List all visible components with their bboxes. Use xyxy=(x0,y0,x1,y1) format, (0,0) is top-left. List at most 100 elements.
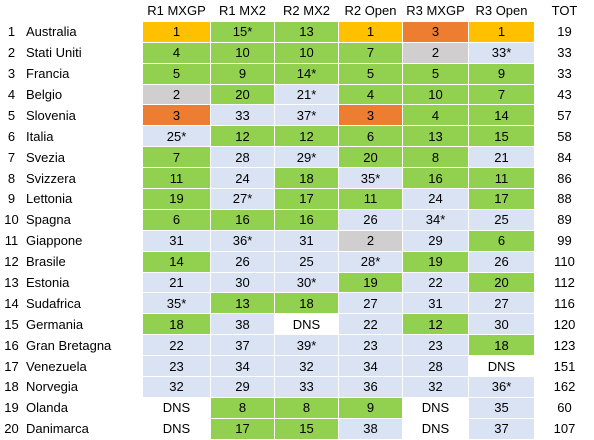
row-rank: 7 xyxy=(1,147,23,168)
score-cell-r2-open: 38 xyxy=(339,418,403,439)
total-cell: 33 xyxy=(535,63,594,84)
total-cell: 86 xyxy=(535,168,594,189)
row-rank: 20 xyxy=(1,418,23,439)
score-cell-r2-mx2: 21* xyxy=(275,84,339,105)
total-cell: 110 xyxy=(535,251,594,272)
header-total: TOT xyxy=(535,1,594,22)
score-cell-r1-mx2: 15* xyxy=(211,21,275,42)
score-cell-r1-mxgp: 4 xyxy=(143,42,211,63)
score-cell-r1-mxgp: 21 xyxy=(143,272,211,293)
score-cell-r2-mx2: 16 xyxy=(275,209,339,230)
country-name: Australia xyxy=(23,21,143,42)
total-cell: 33 xyxy=(535,42,594,63)
score-cell-r2-open: 36 xyxy=(339,377,403,398)
score-cell-r3-open: 14 xyxy=(469,105,535,126)
country-name: Italia xyxy=(23,126,143,147)
score-cell-r3-mxgp: 34* xyxy=(403,209,469,230)
score-cell-r2-mx2: 17 xyxy=(275,189,339,210)
row-rank: 19 xyxy=(1,397,23,418)
score-cell-r3-mxgp: 24 xyxy=(403,189,469,210)
score-cell-r1-mx2: 8 xyxy=(211,397,275,418)
country-name: Venezuela xyxy=(23,356,143,377)
score-cell-r1-mx2: 28 xyxy=(211,147,275,168)
score-cell-r2-mx2: 33 xyxy=(275,377,339,398)
score-cell-r1-mxgp: 3 xyxy=(143,105,211,126)
country-name: Spagna xyxy=(23,209,143,230)
score-cell-r3-mxgp: 31 xyxy=(403,293,469,314)
total-cell: 99 xyxy=(535,230,594,251)
score-cell-r3-mxgp: 22 xyxy=(403,272,469,293)
row-rank: 15 xyxy=(1,314,23,335)
score-cell-r3-mxgp: 12 xyxy=(403,314,469,335)
country-name: Olanda xyxy=(23,397,143,418)
total-cell: 112 xyxy=(535,272,594,293)
score-cell-r1-mxgp: 32 xyxy=(143,377,211,398)
score-cell-r3-open: 6 xyxy=(469,230,535,251)
row-rank: 9 xyxy=(1,189,23,210)
score-cell-r2-open: 4 xyxy=(339,84,403,105)
score-cell-r2-open: 9 xyxy=(339,397,403,418)
score-cell-r1-mxgp: 5 xyxy=(143,63,211,84)
score-cell-r3-mxgp: DNS xyxy=(403,418,469,439)
row-rank: 1 xyxy=(1,21,23,42)
score-cell-r1-mx2: 38 xyxy=(211,314,275,335)
score-cell-r3-open: 11 xyxy=(469,168,535,189)
score-cell-r1-mx2: 10 xyxy=(211,42,275,63)
score-cell-r1-mx2: 27* xyxy=(211,189,275,210)
score-cell-r3-open: DNS xyxy=(469,356,535,377)
country-name: Slovenia xyxy=(23,105,143,126)
score-cell-r1-mxgp: 6 xyxy=(143,209,211,230)
total-cell: 19 xyxy=(535,21,594,42)
score-cell-r3-mxgp: 32 xyxy=(403,377,469,398)
header-r2-mx2: R2 MX2 xyxy=(275,1,339,22)
score-cell-r2-mx2: 15 xyxy=(275,418,339,439)
score-cell-r1-mx2: 20 xyxy=(211,84,275,105)
score-cell-r1-mxgp: 1 xyxy=(143,21,211,42)
score-cell-r3-open: 27 xyxy=(469,293,535,314)
score-cell-r1-mxgp: 7 xyxy=(143,147,211,168)
score-cell-r2-open: 2 xyxy=(339,230,403,251)
score-cell-r3-open: 9 xyxy=(469,63,535,84)
score-cell-r2-open: 5 xyxy=(339,63,403,84)
row-rank: 6 xyxy=(1,126,23,147)
country-name: Germania xyxy=(23,314,143,335)
score-cell-r3-open: 26 xyxy=(469,251,535,272)
country-name: Sudafrica xyxy=(23,293,143,314)
score-cell-r1-mx2: 29 xyxy=(211,377,275,398)
country-name: Estonia xyxy=(23,272,143,293)
total-cell: 58 xyxy=(535,126,594,147)
score-cell-r1-mx2: 13 xyxy=(211,293,275,314)
score-cell-r2-mx2: 13 xyxy=(275,21,339,42)
score-cell-r2-open: 11 xyxy=(339,189,403,210)
score-cell-r3-mxgp: DNS xyxy=(403,397,469,418)
score-cell-r2-open: 19 xyxy=(339,272,403,293)
score-cell-r3-mxgp: 23 xyxy=(403,335,469,356)
country-name: Brasile xyxy=(23,251,143,272)
country-name: Gran Bretagna xyxy=(23,335,143,356)
row-rank: 2 xyxy=(1,42,23,63)
score-cell-r2-mx2: 31 xyxy=(275,230,339,251)
score-cell-r2-mx2: 37* xyxy=(275,105,339,126)
row-rank: 5 xyxy=(1,105,23,126)
score-cell-r1-mx2: 24 xyxy=(211,168,275,189)
total-cell: 60 xyxy=(535,397,594,418)
score-cell-r3-open: 30 xyxy=(469,314,535,335)
row-rank: 10 xyxy=(1,209,23,230)
score-cell-r1-mx2: 33 xyxy=(211,105,275,126)
score-cell-r3-mxgp: 13 xyxy=(403,126,469,147)
score-cell-r2-mx2: 18 xyxy=(275,168,339,189)
score-cell-r1-mxgp: 31 xyxy=(143,230,211,251)
